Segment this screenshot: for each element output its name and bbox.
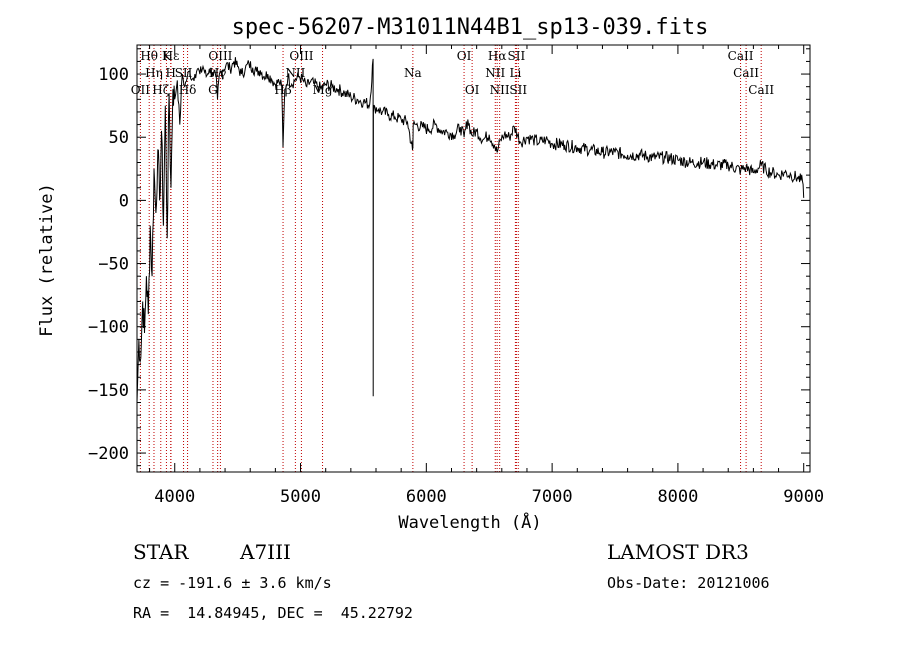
marker-label: Hα xyxy=(488,49,507,63)
y-tick-label: 50 xyxy=(109,128,129,148)
marker-label: NII xyxy=(285,66,305,80)
y-tick-label: 100 xyxy=(98,65,129,85)
line-markers xyxy=(139,45,762,472)
x-axis-label: Wavelength (Å) xyxy=(398,511,541,533)
marker-label: OI xyxy=(457,49,472,63)
marker-label: NII xyxy=(485,66,505,80)
y-tick-label: −150 xyxy=(88,381,129,401)
y-axis: −200 −150 −100 −50 0 50 100 xyxy=(88,48,810,467)
marker-label: SII xyxy=(509,83,527,97)
obs-date-text: Obs-Date: 20121006 xyxy=(607,574,770,592)
x-tick-label: 7000 xyxy=(532,487,573,507)
marker-label: CaII xyxy=(733,66,759,80)
marker-label: CaII xyxy=(748,83,774,97)
x-tick-label: 9000 xyxy=(783,487,824,507)
marker-label: CaII xyxy=(728,49,754,63)
y-tick-label: 0 xyxy=(119,191,129,211)
marker-label: Na xyxy=(404,66,422,80)
marker-label: SII xyxy=(175,66,193,80)
x-tick-label: 8000 xyxy=(657,487,698,507)
marker-label: NII xyxy=(490,83,510,97)
x-axis: 4000 5000 6000 7000 8000 9000 xyxy=(149,45,824,507)
marker-label: Hε xyxy=(163,49,180,63)
marker-label: OIII xyxy=(208,49,232,63)
marker-label: Hδ xyxy=(179,83,197,97)
marker-label: Hζ xyxy=(152,83,169,97)
marker-label: SII xyxy=(508,49,526,63)
marker-label: G xyxy=(208,83,218,97)
marker-label: Hη xyxy=(145,66,163,80)
x-tick-label: 5000 xyxy=(280,487,321,507)
y-tick-label: −200 xyxy=(88,444,129,464)
plot-frame xyxy=(136,44,811,473)
marker-label: OII xyxy=(131,83,151,97)
marker-label: Hβ xyxy=(274,83,291,97)
object-type: STAR xyxy=(133,540,189,564)
marker-label: OI xyxy=(465,83,480,97)
coordinates-text: RA = 14.84945, DEC = 45.22792 xyxy=(133,604,413,622)
redshift-text: cz = -191.6 ± 3.6 km/s xyxy=(133,574,332,592)
chart-title: spec-56207-M31011N44B1_sp13-039.fits xyxy=(232,15,709,40)
x-tick-label: 4000 xyxy=(154,487,195,507)
marker-label: Hθ xyxy=(140,49,158,63)
marker-label: Li xyxy=(509,66,521,80)
y-tick-label: −50 xyxy=(98,255,129,275)
spectrum-line xyxy=(136,57,805,403)
spectral-class: A7III xyxy=(240,540,291,564)
marker-label: K xyxy=(162,49,172,63)
survey-name: LAMOST DR3 xyxy=(607,540,749,564)
y-axis-label: Flux (relative) xyxy=(37,183,57,337)
marker-label: H xyxy=(165,66,175,80)
marker-label: OIII xyxy=(289,49,313,63)
x-tick-label: 6000 xyxy=(406,487,447,507)
y-tick-label: −100 xyxy=(88,318,129,338)
